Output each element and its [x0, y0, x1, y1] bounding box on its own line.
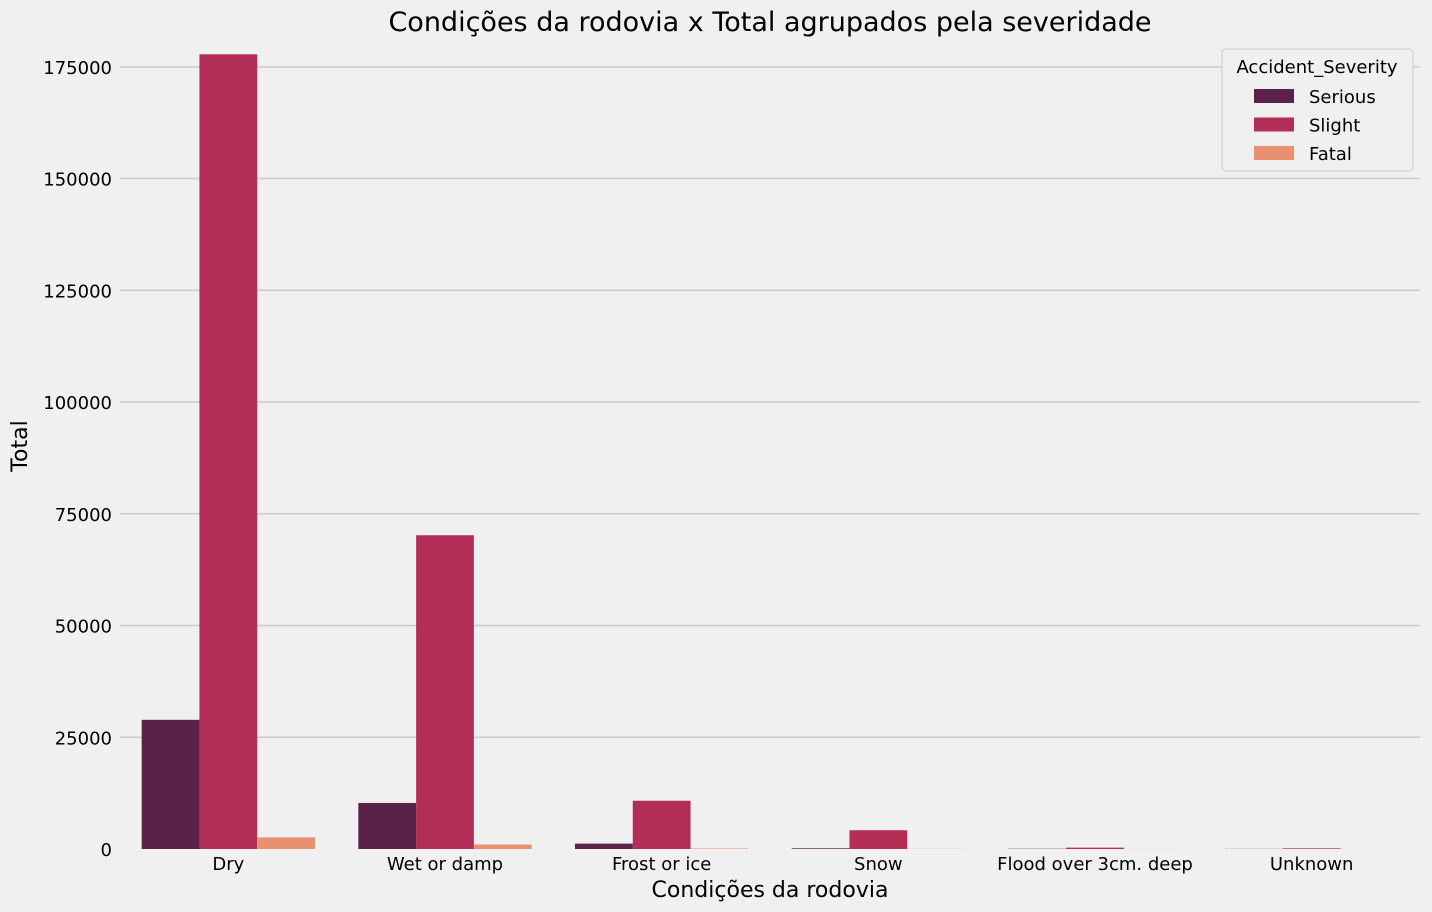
- y-tick-label: 25000: [55, 728, 112, 749]
- x-tick-label: Flood over 3cm. deep: [997, 854, 1193, 875]
- bar-slight: [849, 830, 908, 849]
- y-tick-label: 0: [101, 840, 112, 861]
- x-axis-label: Condições da rodovia: [652, 878, 889, 903]
- bar-serious: [141, 719, 200, 849]
- legend-label-slight: Slight: [1309, 116, 1360, 137]
- legend-frame: [1221, 48, 1414, 172]
- y-axis: 0 25000 50000 75000 100000 125000 150000 175000: [43, 58, 112, 861]
- y-tick-label: 150000: [43, 170, 112, 191]
- x-tick-label: Snow: [854, 854, 903, 875]
- y-tick-label: 125000: [43, 281, 112, 302]
- y-tick-label: 75000: [55, 505, 112, 526]
- x-tick-label: Frost or ice: [612, 854, 711, 875]
- legend-label-fatal: Fatal: [1309, 144, 1352, 165]
- y-tick-label: 50000: [55, 617, 112, 638]
- bar-slight: [1282, 848, 1341, 849]
- legend: Accident_Severity Serious Slight Fatal: [1221, 48, 1414, 172]
- bar-slight: [416, 535, 474, 849]
- bar-serious: [358, 802, 417, 849]
- legend-title: Accident_Severity: [1236, 57, 1397, 78]
- y-axis-label: Total: [8, 420, 33, 472]
- bar-fatal: [473, 844, 532, 849]
- legend-swatch-serious: [1254, 89, 1294, 103]
- y-tick-label: 100000: [43, 393, 112, 414]
- chart-title: Condições da rodovia x Total agrupados p…: [388, 7, 1151, 38]
- x-tick-label: Wet or damp: [387, 854, 503, 875]
- legend-swatch-slight: [1254, 117, 1294, 132]
- bar-serious: [575, 843, 633, 849]
- bars: [141, 54, 1399, 850]
- x-tick-label: Dry: [212, 854, 244, 875]
- bar-slight: [1066, 847, 1124, 849]
- y-tick-label: 175000: [43, 58, 112, 79]
- legend-label-serious: Serious: [1309, 87, 1376, 108]
- bar-serious: [791, 848, 850, 849]
- legend-swatch-fatal: [1254, 146, 1294, 160]
- x-tick-label: Unknown: [1270, 854, 1354, 875]
- x-axis: Dry Wet or damp Frost or ice Snow Flood over…: [212, 854, 1353, 875]
- bar-fatal: [257, 837, 315, 849]
- grid: [120, 66, 1420, 739]
- bar-slight: [199, 54, 258, 850]
- bar-slight: [632, 800, 691, 849]
